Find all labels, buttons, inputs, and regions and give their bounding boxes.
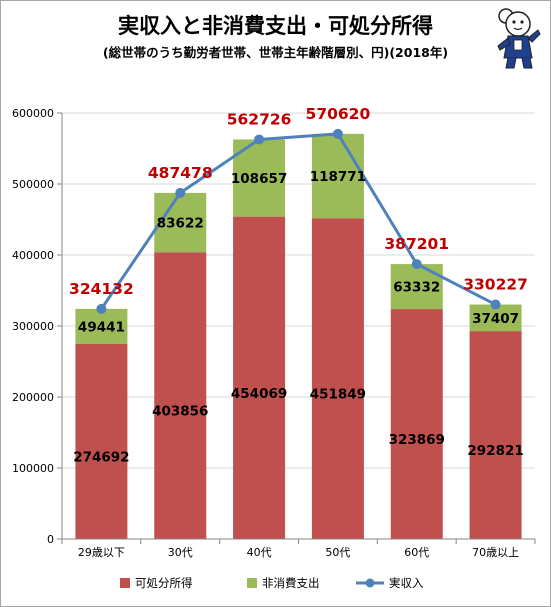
bar-value-label: 451849 [310,387,366,403]
income-value-label: 562726 [227,110,292,128]
income-point [96,303,107,314]
income-value-label: 387201 [384,235,449,253]
bar-disposable [311,218,364,540]
bar-nonconsumption [75,308,128,344]
bar-nonconsumption [311,133,364,219]
bar-value-label: 83622 [157,216,204,232]
x-tick-label: 40代 [247,546,272,559]
income-value-label: 487478 [148,164,213,182]
x-tick-label: 70歳以上 [472,546,519,559]
legend-swatch [247,578,257,588]
bar-value-label: 274692 [73,449,129,465]
grid-lines [62,112,535,469]
income-value-label: 570620 [306,105,371,123]
bar-value-label: 118771 [310,169,366,185]
bar-value-label: 37407 [472,311,519,327]
income-point [490,299,501,310]
y-tick-label: 600000 [12,107,54,120]
bar-disposable [233,216,286,539]
bar-value-label: 108657 [231,171,287,187]
x-axis-tick-labels: 29歳以下 30代 40代 50代 60代 70歳以上 [61,539,536,559]
chart-subtitle: (総世帯のうち勤労者世帯、世帯主年齢階層別、円)(2018年) [102,45,449,60]
x-tick-label: 50代 [325,546,350,559]
y-axis-tick-labels: 0 100000 200000 300000 400000 500000 600000 [12,107,62,546]
legend-label: 実収入 [389,576,424,590]
x-tick-label: 29歳以下 [78,546,125,559]
income-point [175,187,186,198]
legend-swatch [120,578,130,588]
bar-value-label: 454069 [231,386,287,402]
x-tick-label: 60代 [404,546,429,559]
bars [75,133,522,540]
bar-disposable [75,343,128,539]
y-tick-label: 500000 [12,178,54,191]
income-point [411,259,422,270]
mascot-character-icon [497,8,541,69]
x-tick-label: 30代 [168,546,193,559]
legend-label: 可処分所得 [135,576,193,590]
bar-value-label: 63332 [393,280,440,296]
bar-value-label: 323869 [389,432,445,448]
bar-disposable [390,309,443,539]
income-line-path [100,132,497,310]
bar-value-label: 292821 [467,443,523,459]
bar-disposable [154,252,207,539]
income-point [332,128,343,139]
bar-nonconsumption [154,192,207,253]
y-tick-label: 300000 [12,320,54,333]
income-point [254,134,265,145]
y-tick-label: 0 [47,533,54,546]
income-value-label: 324132 [69,280,134,298]
bar-value-label: 403856 [152,404,208,420]
income-line [96,128,501,314]
y-tick-label: 100000 [12,462,54,475]
y-tick-label: 200000 [12,391,54,404]
chart-title: 実収入と非消費支出・可処分所得 [118,14,433,38]
y-tick-label: 400000 [12,249,54,262]
legend-marker [365,578,375,588]
bar-value-label: 49441 [78,319,125,335]
bar-disposable [469,331,522,539]
data-labels: 274692 49441 403856 83622 454069 108657 451849… [69,105,528,466]
legend: 可処分所得 非消費支出 実収入 [120,576,424,590]
legend-label: 非消費支出 [262,576,320,590]
income-value-label: 330227 [463,276,528,294]
